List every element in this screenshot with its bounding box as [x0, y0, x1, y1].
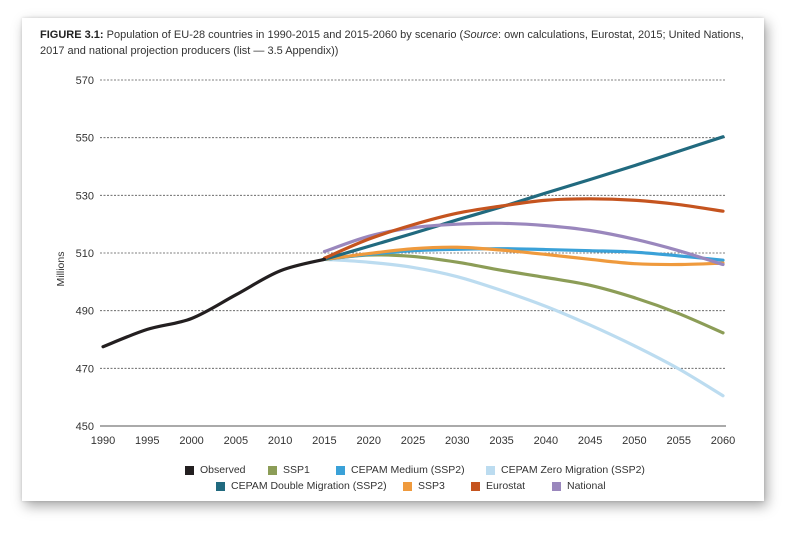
legend-label: Eurostat [486, 480, 526, 492]
legend-item: SSP3 [403, 480, 445, 492]
x-tick-label: 2050 [622, 435, 646, 447]
y-tick-label: 550 [76, 133, 94, 145]
legend-swatch [471, 481, 480, 491]
legend-label: National [567, 480, 606, 492]
legend-label: CEPAM Double Migration (SSP2) [231, 480, 387, 492]
y-tick-label: 450 [76, 421, 94, 433]
y-tick-label: 510 [76, 248, 94, 260]
x-tick-label: 2010 [268, 435, 292, 447]
legend-item: CEPAM Double Migration (SSP2) [216, 480, 387, 492]
legend-swatch [403, 481, 412, 491]
legend-swatch [336, 465, 345, 475]
y-tick-label: 490 [76, 306, 94, 318]
series-line-cepam-zero-migration-ssp2 [322, 257, 725, 398]
x-tick-label: 2055 [666, 435, 690, 447]
x-tick-label: 2060 [711, 435, 735, 447]
legend-label: CEPAM Medium (SSP2) [351, 464, 465, 476]
x-tick-label: 2000 [179, 435, 203, 447]
x-tick-label: 1990 [91, 435, 115, 447]
x-tick-label: 2025 [401, 435, 425, 447]
x-tick-label: 1995 [135, 435, 159, 447]
legend-item: National [552, 480, 606, 492]
x-tick-label: 2020 [356, 435, 380, 447]
caption-text-1: Population of EU-28 countries in 1990-20… [103, 29, 464, 41]
legend-item: Eurostat [471, 480, 525, 492]
legend-item: Observed [185, 464, 246, 476]
series-line-ssp3 [322, 245, 725, 267]
y-tick-label: 570 [76, 75, 94, 87]
series-line-eurostat [322, 197, 725, 260]
population-line-chart: 450 470 490 510 530 550 570 1990 1995 2000 2005 20… [55, 75, 735, 447]
series-lines [101, 135, 725, 398]
x-tick-label: 2030 [445, 435, 469, 447]
x-tick-label: 2015 [312, 435, 336, 447]
caption-text-2: : own calculations, Eurostat, 2015; Unit… [40, 29, 744, 57]
x-tick-label: 2040 [534, 435, 558, 447]
series-line-ssp1 [322, 253, 725, 335]
x-tick-label: 2045 [578, 435, 602, 447]
legend-item: CEPAM Zero Migration (SSP2) [486, 464, 645, 476]
legend-swatch [216, 481, 225, 491]
legend-label: Observed [200, 464, 246, 476]
caption-source-label: Source [463, 29, 499, 41]
legend-swatch [268, 465, 277, 475]
series-line-observed [101, 257, 327, 349]
y-tick-label: 530 [76, 190, 94, 202]
figure-caption: FIGURE 3.1: Population of EU-28 countrie… [40, 27, 746, 59]
y-axis-label: Millions [55, 251, 67, 286]
y-tick-label: 470 [76, 363, 94, 375]
figure-label: FIGURE 3.1: [40, 29, 104, 41]
legend-swatch [486, 465, 495, 475]
legend-swatch [552, 481, 561, 491]
legend-label: SSP3 [418, 480, 445, 492]
y-axis-ticks: 450 470 490 510 530 550 570 [76, 75, 94, 433]
legend-label: CEPAM Zero Migration (SSP2) [501, 464, 645, 476]
x-axis-ticks: 1990 1995 2000 2005 2010 2015 2020 2025 2030 2035… [91, 435, 735, 447]
legend-item: SSP1 [268, 464, 310, 476]
series-line-cepam-double-migration-ssp2 [322, 135, 725, 261]
legend-swatch [185, 465, 194, 475]
x-tick-label: 2035 [489, 435, 513, 447]
figure-card: FIGURE 3.1: Population of EU-28 countrie… [22, 18, 764, 501]
legend-label: SSP1 [283, 464, 310, 476]
x-tick-label: 2005 [224, 435, 248, 447]
legend-item: CEPAM Medium (SSP2) [336, 464, 465, 476]
series-line-national [322, 221, 725, 267]
